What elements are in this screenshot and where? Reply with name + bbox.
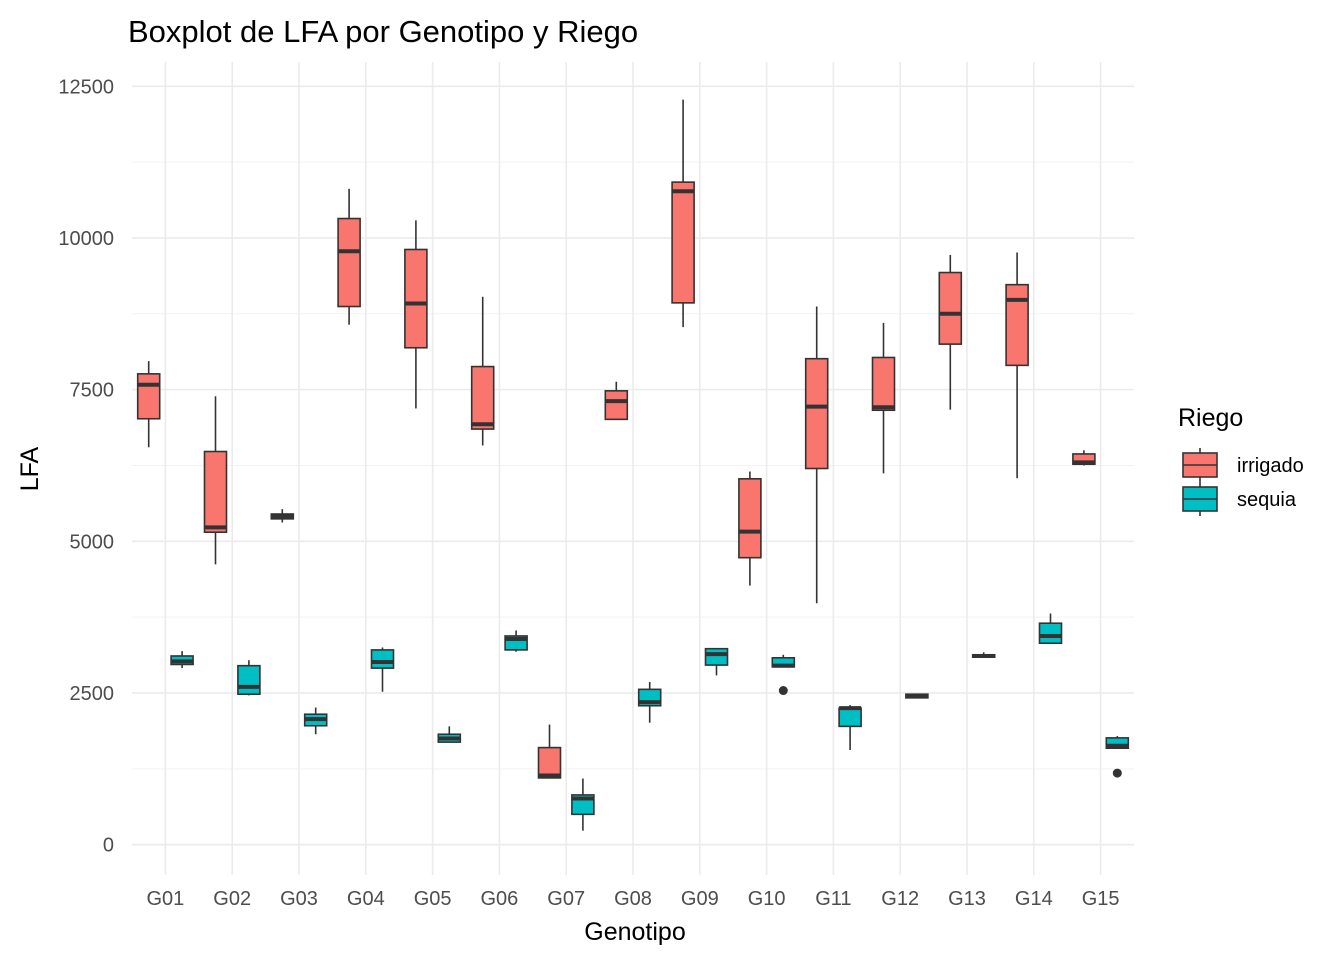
y-tick-label: 7500 [70, 380, 115, 402]
y-axis-ticks: 0 2500 5000 7500 10000 12500 [58, 76, 114, 856]
box-sequia-G14 [1038, 613, 1063, 645]
box-sequia-G15 [1105, 736, 1130, 778]
box-body [136, 373, 161, 420]
box-irrigado-G11 [804, 306, 829, 604]
y-tick-label: 2500 [70, 683, 115, 705]
box-body [1038, 622, 1063, 645]
x-axis-ticks: G01 G02 G03 G04 G05 G06 G07 G08 G09 G10 G11 G12 G13 G… [146, 888, 1119, 910]
box-irrigado-G08 [604, 381, 629, 421]
legend-title: Riego [1178, 404, 1243, 432]
x-tick-label: G15 [1082, 888, 1120, 910]
box-irrigado-G13 [938, 254, 963, 410]
chart-title: Boxplot de LFA por Genotipo y Riego [128, 14, 638, 49]
x-tick-label: G05 [414, 888, 452, 910]
grid-lines [132, 62, 1134, 875]
box-sequia-G11 [838, 705, 862, 751]
outlier-point [778, 686, 788, 696]
box-irrigado-G15 [1072, 450, 1096, 466]
box-irrigado-G14 [1005, 252, 1029, 479]
box-sequia-G05 [437, 726, 462, 743]
box-body [838, 707, 862, 728]
legend-item-irrigado: irrigado [1182, 448, 1304, 482]
box-body [537, 746, 562, 779]
y-tick-label: 12500 [58, 76, 114, 98]
box-sequia-G06 [504, 630, 528, 652]
box-body [671, 181, 695, 304]
y-tick-label: 10000 [58, 228, 114, 250]
box-body [871, 356, 896, 412]
x-tick-label: G10 [748, 888, 786, 910]
x-tick-label: G07 [547, 888, 585, 910]
legend: Riego irrigado sequia [1178, 404, 1304, 516]
box-irrigado-G03 [270, 509, 295, 523]
box-sequia-G13 [971, 652, 996, 658]
x-tick-label: G01 [146, 888, 184, 910]
box-irrigado-G12 [871, 322, 896, 474]
plot-area [136, 99, 1130, 831]
box-body [370, 649, 395, 669]
x-tick-label: G06 [480, 888, 518, 910]
legend-label: sequia [1237, 489, 1297, 511]
box-body [704, 647, 729, 666]
x-tick-label: G03 [280, 888, 318, 910]
x-tick-label: G09 [681, 888, 719, 910]
y-axis-title: LFA [16, 446, 44, 491]
box-body [604, 390, 629, 421]
x-tick-label: G12 [881, 888, 919, 910]
box-irrigado-G10 [738, 471, 762, 586]
box-irrigado-G06 [470, 296, 495, 446]
box-body [404, 248, 428, 349]
box-sequia-G09 [704, 647, 729, 676]
box-body [938, 271, 963, 345]
box-irrigado-G01 [136, 361, 161, 448]
box-sequia-G10 [771, 654, 796, 696]
legend-item-sequia: sequia [1182, 482, 1297, 516]
box-body [1005, 283, 1029, 367]
outlier-point [1112, 768, 1122, 778]
box-body [804, 357, 829, 470]
box-body [237, 664, 261, 695]
legend-label: irrigado [1237, 455, 1304, 477]
x-tick-label: G14 [1015, 888, 1053, 910]
box-irrigado-G04 [337, 188, 361, 325]
box-sequia-G07 [571, 778, 595, 831]
y-tick-label: 5000 [70, 531, 115, 553]
box-irrigado-G05 [404, 220, 428, 409]
box-body [470, 365, 495, 430]
box-sequia-G02 [237, 660, 261, 696]
x-tick-label: G11 [815, 888, 851, 910]
box-sequia-G03 [303, 707, 328, 735]
box-sequia-G08 [637, 682, 662, 723]
x-tick-label: G04 [347, 888, 385, 910]
box-irrigado-G09 [671, 99, 695, 328]
y-tick-label: 0 [103, 835, 114, 857]
box-sequia-G01 [170, 651, 194, 669]
box-body [337, 217, 361, 308]
box-sequia-G12 [905, 693, 929, 699]
x-axis-title: Genotipo [584, 918, 685, 946]
box-body [1105, 737, 1130, 749]
box-body [203, 450, 228, 534]
box-body [738, 478, 762, 559]
x-tick-label: G02 [213, 888, 251, 910]
x-tick-label: G13 [948, 888, 986, 910]
box-sequia-G04 [370, 647, 395, 692]
box-irrigado-G07 [537, 724, 562, 779]
box-irrigado-G02 [203, 396, 228, 565]
x-tick-label: G08 [614, 888, 652, 910]
